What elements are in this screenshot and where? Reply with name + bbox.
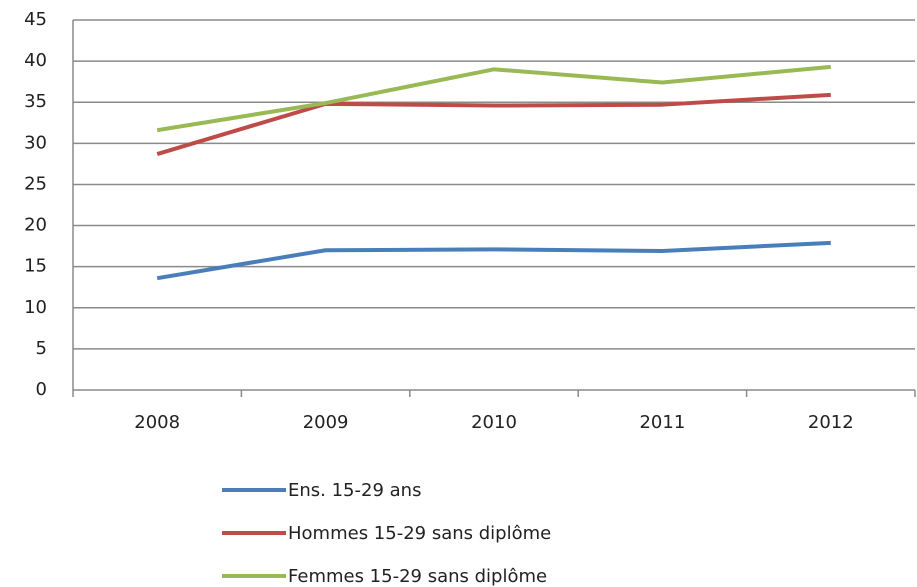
- y-tick-label: 10: [24, 297, 47, 318]
- x-tick-label: 2008: [134, 412, 180, 433]
- legend-label: Ens. 15-29 ans: [288, 480, 421, 501]
- y-tick-label: 5: [36, 338, 47, 359]
- y-tick-label: 30: [24, 132, 47, 153]
- y-tick-label: 25: [24, 173, 47, 194]
- x-tick-label: 2012: [808, 412, 854, 433]
- series-line: [156, 240, 831, 281]
- y-tick-label: 35: [24, 91, 47, 112]
- x-tick-label: 2009: [303, 412, 349, 433]
- x-tick-label: 2011: [639, 412, 685, 433]
- y-tick-label: 45: [24, 9, 47, 30]
- x-tick-label: 2010: [471, 412, 517, 433]
- legend-label: Hommes 15-29 sans diplôme: [288, 523, 551, 544]
- y-tick-label: 0: [36, 379, 47, 400]
- y-tick-label: 40: [24, 50, 47, 71]
- y-tick-label: 20: [24, 215, 47, 236]
- legend-label: Femmes 15-29 sans diplôme: [288, 566, 547, 587]
- y-tick-label: 15: [24, 256, 47, 277]
- series-line: [156, 92, 831, 156]
- series-line: [156, 64, 831, 133]
